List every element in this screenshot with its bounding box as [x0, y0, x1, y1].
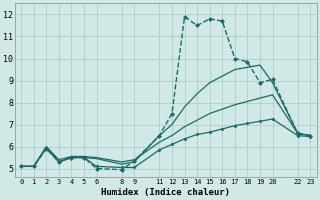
X-axis label: Humidex (Indice chaleur): Humidex (Indice chaleur): [101, 188, 230, 197]
